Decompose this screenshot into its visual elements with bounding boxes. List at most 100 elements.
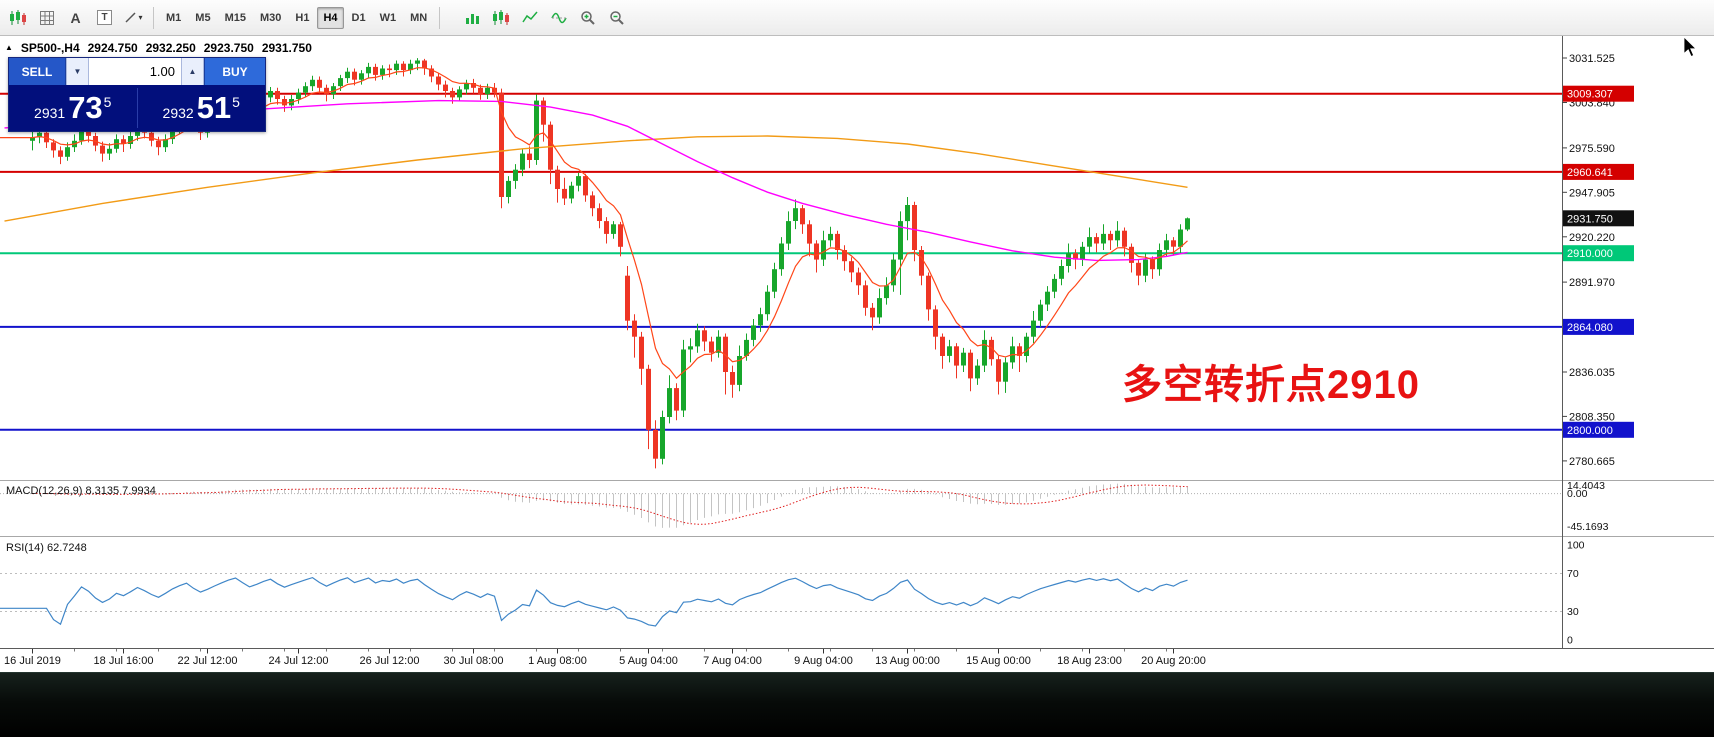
candle-body — [485, 87, 490, 95]
macd-axis-label: 14.4043 — [1567, 480, 1605, 492]
candle-body — [730, 372, 735, 385]
text-tool-icon[interactable]: T — [91, 5, 118, 31]
candle-body — [667, 388, 672, 417]
candle-body — [688, 346, 693, 350]
candle-body — [709, 341, 714, 353]
candle-body — [37, 132, 42, 138]
candle-body — [464, 83, 469, 90]
candle-body — [856, 272, 861, 286]
timeframe-button-h1[interactable]: H1 — [289, 7, 315, 29]
toolbar-separator — [439, 6, 441, 29]
candle-body — [128, 136, 133, 144]
price-scale[interactable] — [1562, 38, 1714, 648]
timeframe-button-mn[interactable]: MN — [404, 7, 433, 29]
time-axis-label: 26 Jul 12:00 — [360, 655, 420, 667]
candle-body — [324, 87, 329, 95]
timeframe-button-d1[interactable]: D1 — [346, 7, 372, 29]
timeframe-button-m15[interactable]: M15 — [219, 7, 252, 29]
price-badge — [1563, 210, 1634, 227]
volume-input[interactable] — [89, 58, 181, 85]
candle-body — [408, 63, 413, 71]
zoom-in-icon[interactable] — [574, 5, 601, 31]
candle-body — [926, 275, 931, 310]
collapse-triangle-icon[interactable]: ▲ — [5, 43, 13, 52]
timeframe-button-m30[interactable]: M30 — [254, 7, 287, 29]
candle-body — [1052, 278, 1057, 292]
buy-button[interactable]: BUY — [204, 58, 265, 85]
grid-icon[interactable] — [33, 5, 60, 31]
candle-body — [828, 233, 833, 241]
candle-body — [1185, 218, 1190, 230]
candle-body — [450, 91, 455, 98]
candle-body — [751, 325, 756, 340]
timeframe-button-m5[interactable]: M5 — [189, 7, 216, 29]
candle-body — [625, 275, 630, 321]
close-value: 2931.750 — [261, 41, 312, 55]
trade-prices-row: 2931 73 5 2932 51 5 — [9, 85, 265, 131]
time-axis-label: 15 Aug 00:00 — [966, 655, 1031, 667]
time-axis-label: 22 Jul 12:00 — [178, 655, 238, 667]
timeframe-button-w1[interactable]: W1 — [374, 7, 403, 29]
candle-body — [912, 205, 917, 250]
volume-decrease-button[interactable]: ▼ — [66, 58, 89, 85]
timeframe-button-h4[interactable]: H4 — [317, 6, 344, 29]
candle-body — [1108, 233, 1113, 241]
candle-body — [821, 240, 826, 260]
rsi-label: RSI(14) 62.7248 — [6, 542, 87, 554]
time-axis-label: 30 Jul 08:00 — [444, 655, 504, 667]
candle-body — [884, 285, 889, 299]
zoom-out-icon[interactable] — [603, 5, 630, 31]
bar-chart-icon[interactable] — [458, 5, 485, 31]
candle-body — [1136, 262, 1141, 276]
candle-body — [499, 92, 504, 197]
time-axis-label: 18 Jul 16:00 — [94, 655, 154, 667]
candle-body — [1073, 253, 1078, 260]
toolbar-separator — [153, 6, 154, 29]
candle-body — [1150, 259, 1155, 270]
candle-body — [905, 205, 910, 222]
candle-body — [723, 336, 728, 372]
candle-body — [478, 87, 483, 95]
candle-body — [317, 79, 322, 88]
price-axis-label: 2920.220 — [1569, 232, 1615, 244]
candle-body — [744, 339, 749, 356]
candle-body — [79, 131, 84, 141]
drawing-tools-icon[interactable]: ▾ — [120, 5, 147, 31]
candle-body — [996, 359, 1001, 382]
indicators-icon[interactable] — [545, 5, 572, 31]
candle-body — [1171, 240, 1176, 247]
candlestick-chart-icon[interactable] — [4, 5, 31, 31]
candle-body — [800, 208, 805, 225]
candle-body — [1094, 237, 1099, 244]
price-badge-label: 2864.080 — [1567, 322, 1613, 334]
candle-body — [443, 84, 448, 91]
candle-body — [835, 233, 840, 250]
candlesticks-icon[interactable] — [487, 5, 514, 31]
candle-body — [527, 153, 532, 160]
text-label-icon[interactable]: A — [62, 5, 89, 31]
time-axis-label: 9 Aug 04:00 — [794, 655, 853, 667]
chart-ohlc-header: ▲ SP500-,H4 2924.750 2932.250 2923.750 2… — [5, 41, 312, 55]
price-badge-label: 3009.307 — [1567, 89, 1613, 101]
candle-body — [1017, 346, 1022, 356]
sell-button[interactable]: SELL — [9, 58, 66, 85]
price-divider — [136, 88, 138, 128]
candle-body — [1122, 230, 1127, 247]
candle-body — [604, 221, 609, 234]
candle-body — [86, 131, 91, 136]
mouse-cursor — [1683, 36, 1697, 58]
candle-body — [366, 66, 371, 74]
candle-body — [933, 309, 938, 337]
ask-pip-fraction: 5 — [232, 93, 240, 110]
candle-body — [457, 89, 462, 98]
candle-body — [639, 336, 644, 369]
line-chart-icon[interactable] — [516, 5, 543, 31]
candle-body — [954, 346, 959, 366]
ask-prefix: 2932 — [162, 104, 194, 121]
volume-increase-button[interactable]: ▲ — [181, 58, 204, 85]
timeframe-button-m1[interactable]: M1 — [160, 7, 187, 29]
time-scale[interactable] — [0, 649, 1562, 671]
price-axis-label: 2780.665 — [1569, 456, 1615, 468]
rsi-axis-label: 70 — [1567, 568, 1579, 580]
